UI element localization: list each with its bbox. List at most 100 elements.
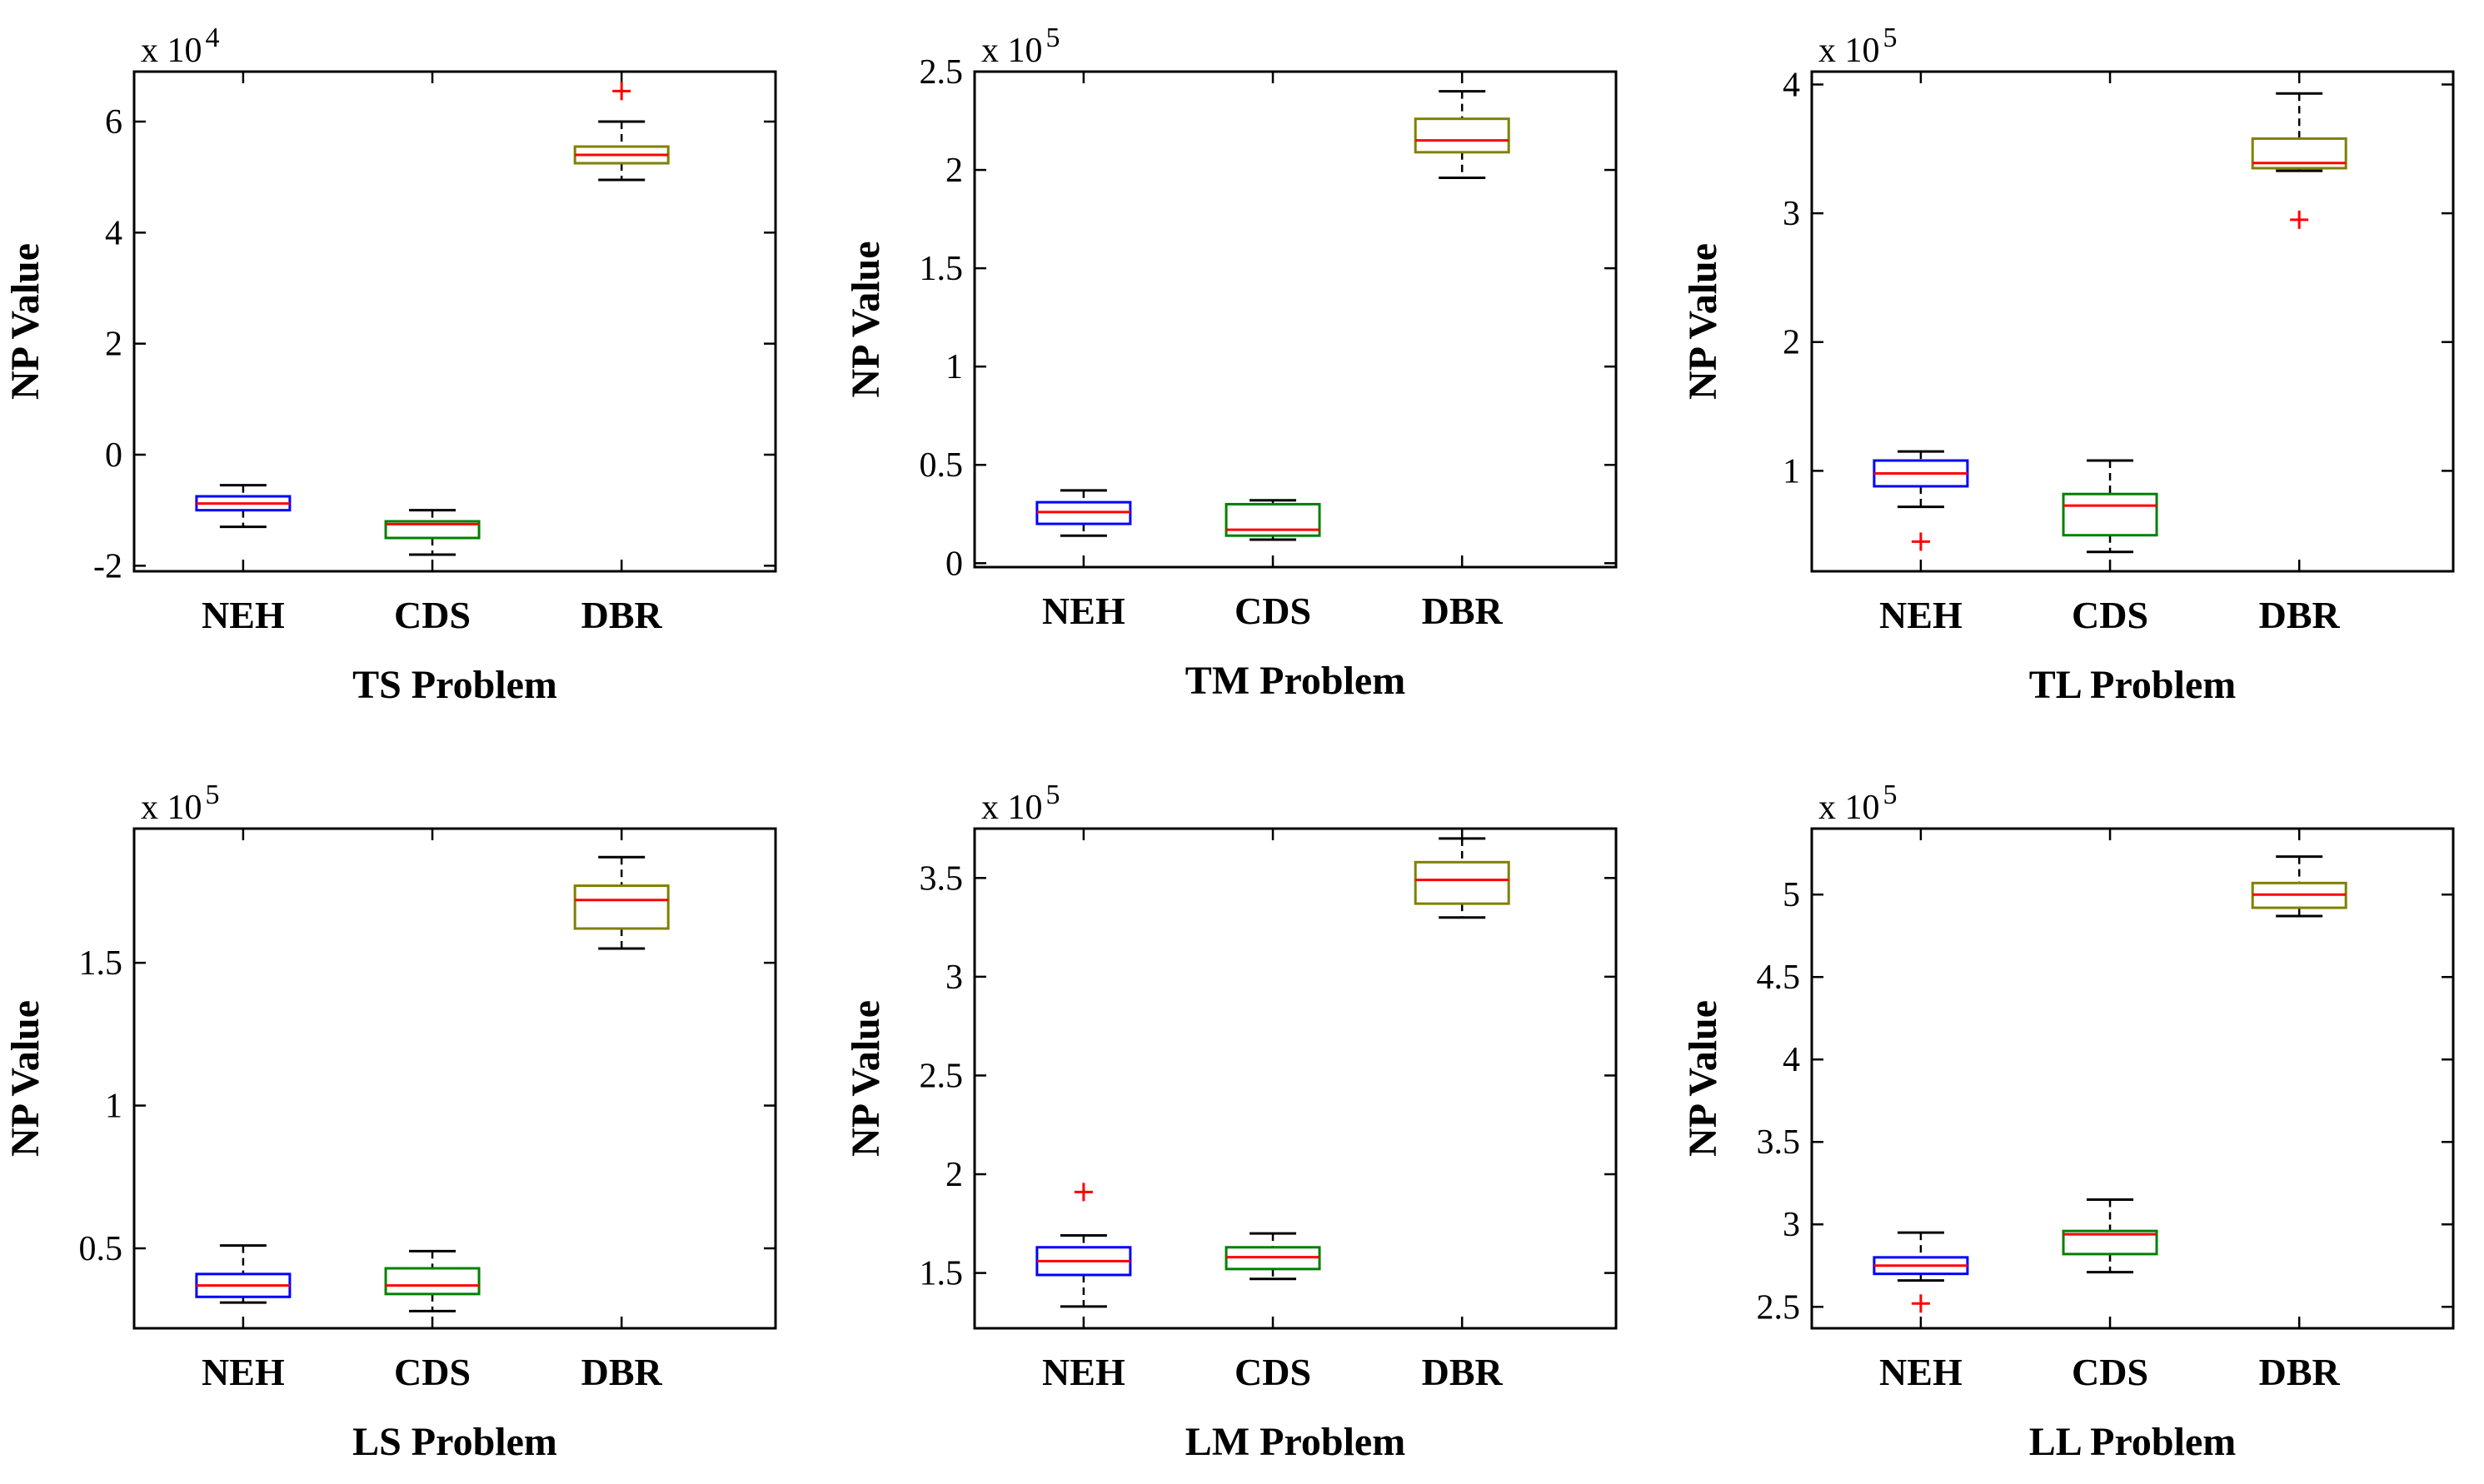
y-tick-label: 2 [945,1156,963,1194]
plot-frame [1810,827,2455,1330]
y-tick-label: 2 [945,152,963,190]
y-tick-label: 4 [1783,66,1800,104]
chart-panel-5: 1.5 2 2.5 3 3.5 x 10 5 NP Value LM Problem NEH CDS… [844,779,1618,1464]
y-tick-label: 1 [945,348,963,386]
box-neh: NEH [1035,829,1132,1393]
axis-multiplier: x 10 5 [1818,779,1898,827]
axis-multiplier: x 10 5 [1818,22,1898,70]
box-dbr: DBR [573,72,670,636]
y-tick-label: 3.5 [920,859,964,898]
box-dbr: DBR [2251,72,2347,636]
iqr-box [1414,117,1510,154]
plot-frame [132,827,777,1330]
y-tick-label: 2 [1783,324,1800,362]
y-tick-label: 3.5 [1757,1123,1801,1162]
y-tick-label: 3 [1783,1206,1800,1244]
category-label: DBR [2259,1351,2341,1393]
x-axis-title: LS Problem [352,1420,557,1464]
plot-frame [1810,70,2455,573]
box-cds: CDS [384,829,481,1393]
iqr-box [1225,502,1321,537]
category-label: CDS [2072,594,2148,636]
box-neh: NEH [195,72,292,636]
y-tick-label: 1.5 [79,944,123,983]
box-cds: CDS [2062,72,2158,636]
category-label: NEH [1042,1351,1125,1393]
outlier-marker [1911,532,1930,551]
category-label: DBR [1422,590,1504,632]
iqr-box [1414,860,1510,905]
box-cds: CDS [2062,829,2158,1393]
outlier-marker [612,82,631,101]
y-tick-label: 1 [1783,452,1800,491]
category-label: DBR [581,594,663,636]
y-tick-label: 4 [1783,1041,1800,1079]
y-tick-label: 0 [945,545,963,583]
y-tick-label: 0.5 [79,1230,123,1268]
x-axis-title: TS Problem [352,663,557,707]
chart-panel-4: 0.5 1 1.5 x 10 5 NP Value LS Problem NEH CDS DBR [3,779,777,1464]
category-label: CDS [394,1351,471,1393]
plot-frame [132,70,777,573]
y-axis-title: NP Value [1681,1000,1725,1157]
box-neh: NEH [1035,72,1132,632]
plot-frame [973,827,1618,1330]
category-label: CDS [1235,1351,1311,1393]
y-tick-label: 1 [105,1088,122,1126]
box-dbr: DBR [573,829,670,1393]
chart-panel-1: -2 0 2 4 6 x 10 4 NP Value TS Problem NEH CDS DBR [3,22,777,707]
y-axis-title: NP Value [844,241,888,397]
y-tick-label: 2.5 [1757,1288,1801,1327]
category-label: NEH [202,594,285,636]
category-label: NEH [1879,594,1963,636]
category-label: NEH [1879,1351,1963,1393]
y-tick-label: 5 [1783,876,1800,914]
category-label: NEH [202,1351,285,1393]
iqr-box [573,884,670,930]
outlier-marker [2290,210,2309,229]
y-tick-label: 4 [105,214,122,252]
x-axis-title: TL Problem [2029,663,2236,707]
axis-multiplier: x 10 5 [141,779,220,827]
y-tick-label: 3 [945,959,963,997]
chart-panel-3: 1 2 3 4 x 10 5 NP Value TL Problem NEH CDS DBR [1681,22,2455,707]
iqr-box [384,520,481,540]
y-tick-label: 2.5 [920,1057,964,1095]
outlier-marker [1911,1294,1930,1313]
axis-multiplier: x 10 5 [981,779,1060,827]
y-tick-label: 0.5 [920,446,964,485]
box-neh: NEH [1873,72,1969,636]
category-label: CDS [394,594,471,636]
y-tick-label: 1.5 [920,1255,964,1293]
iqr-box [2062,1229,2158,1256]
y-axis-title: NP Value [1681,243,1725,400]
y-axis-title: NP Value [3,243,47,400]
box-dbr: DBR [1414,829,1510,1393]
box-dbr: DBR [2251,829,2347,1393]
category-label: NEH [1042,590,1125,632]
box-cds: CDS [1225,72,1321,632]
y-tick-label: 6 [105,103,122,142]
category-label: DBR [2259,594,2341,636]
axis-multiplier: x 10 5 [981,22,1060,70]
iqr-box [384,1267,481,1296]
chart-panel-6: 2.5 3 3.5 4 4.5 5 x 10 5 NP Value LL Problem NEH CD… [1681,779,2455,1464]
plot-frame [973,70,1618,569]
y-tick-label: -2 [93,547,122,585]
box-cds: CDS [1225,829,1321,1393]
category-label: CDS [1235,590,1311,632]
category-label: CDS [2072,1351,2148,1393]
y-tick-label: 2 [105,326,122,364]
iqr-box [2062,492,2158,537]
y-tick-label: 0 [105,436,122,475]
chart-panel-2: 0 0.5 1 1.5 2 2.5 x 10 5 NP Value TM Problem NEH CD… [844,22,1618,703]
box-neh: NEH [195,829,292,1393]
x-axis-title: LM Problem [1185,1420,1405,1464]
iqr-box [2251,137,2347,170]
y-axis-title: NP Value [844,1000,888,1157]
y-axis-title: NP Value [3,1000,47,1157]
outlier-marker [1074,1183,1093,1202]
y-tick-label: 3 [1783,195,1800,233]
box-dbr: DBR [1414,72,1510,632]
